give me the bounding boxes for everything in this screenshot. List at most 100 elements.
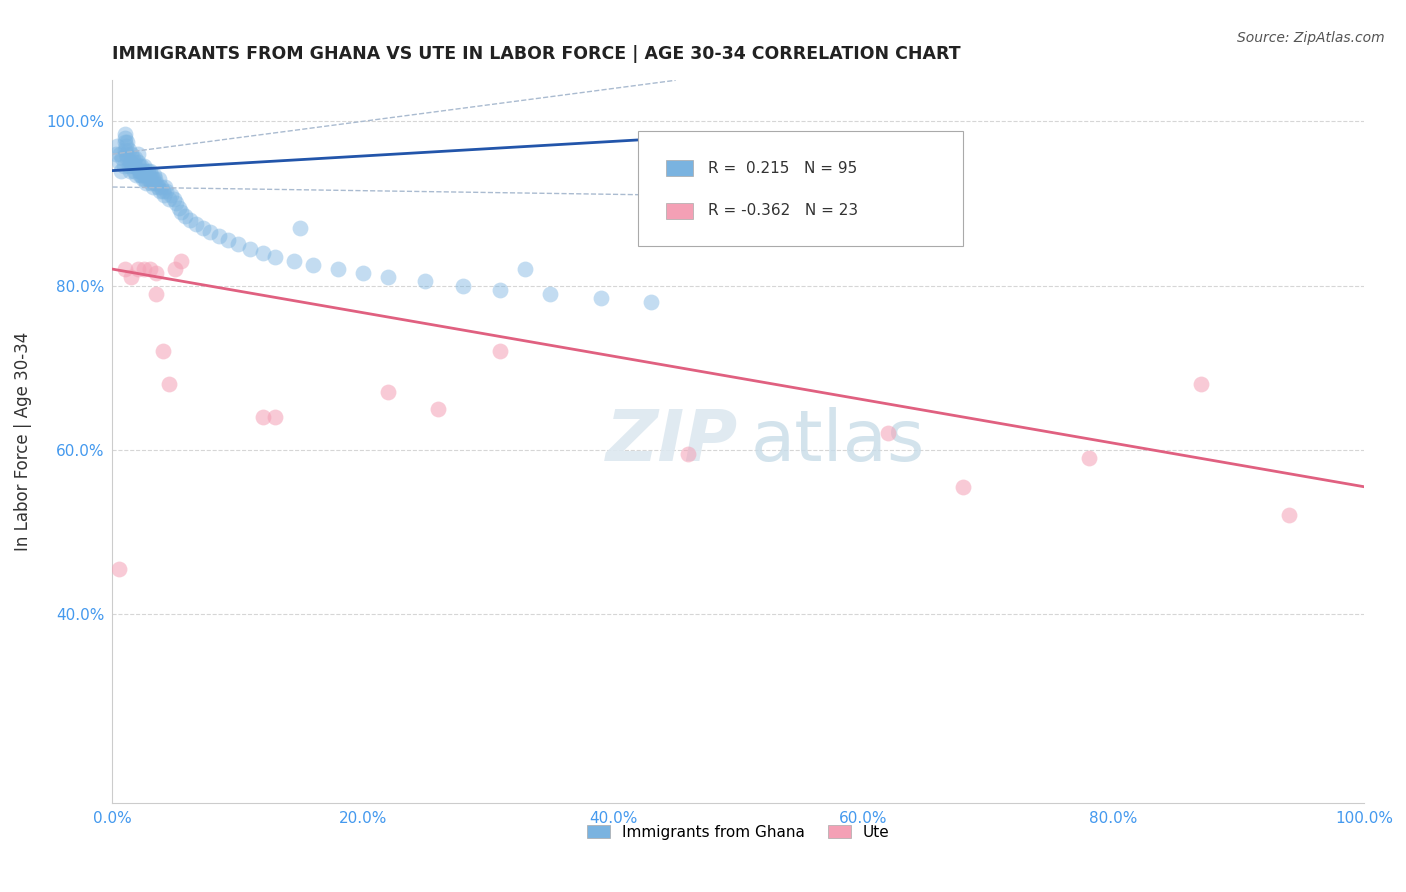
- Point: [145, 176, 167, 190]
- Point: [107, 139, 129, 153]
- Point: [114, 130, 136, 145]
- Point: [239, 242, 262, 256]
- Point: [107, 562, 129, 576]
- Point: [145, 266, 167, 280]
- Text: R =  0.215   N = 95: R = 0.215 N = 95: [709, 161, 858, 176]
- Point: [352, 266, 374, 280]
- Point: [115, 139, 138, 153]
- Point: [128, 160, 150, 174]
- Point: [152, 344, 174, 359]
- Point: [264, 250, 287, 264]
- Text: IMMIGRANTS FROM GHANA VS UTE IN LABOR FORCE | AGE 30-34 CORRELATION CHART: IMMIGRANTS FROM GHANA VS UTE IN LABOR FO…: [112, 45, 962, 63]
- Point: [1077, 450, 1099, 465]
- Point: [105, 147, 128, 161]
- Text: R = -0.362   N = 23: R = -0.362 N = 23: [709, 203, 858, 219]
- Point: [120, 155, 142, 169]
- Point: [217, 233, 239, 247]
- Point: [117, 135, 139, 149]
- Point: [125, 168, 148, 182]
- Point: [489, 283, 512, 297]
- Point: [141, 168, 163, 182]
- Point: [114, 135, 136, 149]
- Legend: Immigrants from Ghana, Ute: Immigrants from Ghana, Ute: [581, 819, 896, 846]
- Point: [515, 262, 537, 277]
- Point: [139, 163, 162, 178]
- Point: [170, 204, 193, 219]
- Point: [157, 192, 180, 206]
- Point: [141, 171, 163, 186]
- Point: [121, 151, 143, 165]
- Point: [122, 155, 145, 169]
- Point: [290, 221, 312, 235]
- Point: [160, 188, 183, 202]
- Point: [135, 168, 157, 182]
- Point: [952, 480, 974, 494]
- Point: [117, 151, 139, 165]
- Point: [138, 168, 160, 182]
- Point: [127, 262, 149, 277]
- Point: [226, 237, 249, 252]
- Point: [252, 409, 274, 424]
- Point: [122, 163, 145, 178]
- Point: [208, 229, 231, 244]
- Point: [114, 127, 136, 141]
- Point: [114, 143, 136, 157]
- Point: [146, 180, 169, 194]
- Point: [139, 171, 162, 186]
- Point: [148, 171, 170, 186]
- Point: [157, 377, 180, 392]
- Point: [167, 201, 190, 215]
- FancyBboxPatch shape: [665, 203, 693, 219]
- FancyBboxPatch shape: [638, 131, 963, 246]
- Point: [163, 192, 186, 206]
- Point: [538, 286, 561, 301]
- Point: [118, 163, 141, 178]
- Point: [118, 160, 141, 174]
- Point: [676, 447, 699, 461]
- Point: [132, 168, 155, 182]
- Point: [252, 245, 274, 260]
- Point: [120, 270, 142, 285]
- Point: [191, 221, 214, 235]
- Point: [124, 160, 146, 174]
- Point: [377, 385, 399, 400]
- Point: [149, 184, 172, 198]
- Point: [413, 275, 436, 289]
- Point: [135, 176, 157, 190]
- Point: [131, 171, 153, 186]
- Point: [264, 409, 287, 424]
- Text: atlas: atlas: [751, 407, 925, 476]
- Point: [1278, 508, 1301, 523]
- Point: [301, 258, 323, 272]
- Point: [118, 155, 141, 169]
- Point: [134, 171, 156, 186]
- Point: [326, 262, 349, 277]
- Point: [426, 401, 449, 416]
- Point: [165, 196, 187, 211]
- Point: [179, 212, 201, 227]
- FancyBboxPatch shape: [665, 161, 693, 177]
- Point: [120, 147, 142, 161]
- Point: [129, 160, 152, 174]
- Point: [121, 160, 143, 174]
- Point: [129, 163, 152, 178]
- Point: [111, 151, 134, 165]
- Point: [170, 253, 193, 268]
- Point: [142, 168, 165, 182]
- Point: [118, 143, 141, 157]
- Point: [107, 155, 129, 169]
- Point: [377, 270, 399, 285]
- Point: [129, 168, 152, 182]
- Point: [110, 163, 132, 178]
- Text: Source: ZipAtlas.com: Source: ZipAtlas.com: [1237, 31, 1385, 45]
- Point: [163, 262, 186, 277]
- Point: [124, 151, 146, 165]
- Point: [877, 426, 900, 441]
- Point: [186, 217, 208, 231]
- Point: [136, 171, 159, 186]
- Point: [139, 262, 162, 277]
- Point: [136, 163, 159, 178]
- Point: [131, 163, 153, 178]
- Y-axis label: In Labor Force | Age 30-34: In Labor Force | Age 30-34: [14, 332, 32, 551]
- Point: [174, 209, 197, 223]
